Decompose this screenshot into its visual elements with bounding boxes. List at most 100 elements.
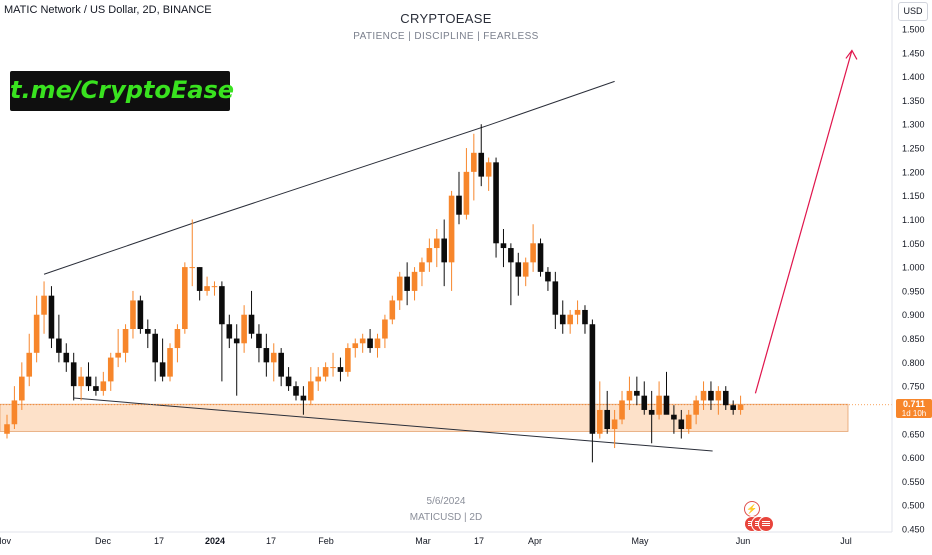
candle-body xyxy=(330,367,336,369)
candle-body xyxy=(574,309,581,315)
projection-arrowhead xyxy=(845,49,858,60)
us-flag-icon[interactable] xyxy=(758,516,774,532)
candle-body xyxy=(315,376,322,382)
price-tick-label: 1.200 xyxy=(902,167,925,177)
currency-button[interactable]: USD xyxy=(898,2,928,21)
candle-body xyxy=(478,152,485,177)
candle-body xyxy=(485,162,492,177)
time-tick-label: Jul xyxy=(840,536,852,546)
candle-body xyxy=(159,362,166,377)
candle-body xyxy=(552,281,559,315)
last-price-value: 0.711 xyxy=(902,399,926,409)
candle-body xyxy=(211,286,218,288)
candle-body xyxy=(63,352,70,363)
candle-body xyxy=(456,195,462,215)
price-axis-layer: 1.500 1.450 1.400 1.350 1.300 1.250 1.200 1.150… xyxy=(891,0,925,535)
price-tick-label: 0.750 xyxy=(902,382,925,392)
candle-body xyxy=(367,338,373,349)
candle-body xyxy=(285,376,292,387)
candle-body xyxy=(270,352,277,363)
flash-icon[interactable] xyxy=(744,501,760,517)
candle-body xyxy=(226,324,233,339)
price-tick-label: 0.950 xyxy=(902,286,925,296)
candle-body xyxy=(656,395,662,415)
candle-body xyxy=(56,338,62,353)
candle-body xyxy=(582,309,588,325)
candle-body xyxy=(204,286,210,291)
price-tick-label: 1.050 xyxy=(902,239,925,249)
price-tick-label: 1.500 xyxy=(902,25,925,35)
candle-body xyxy=(715,390,722,401)
candle-body xyxy=(167,348,173,377)
price-tick-label: 1.250 xyxy=(902,144,925,154)
candle-body xyxy=(70,362,77,387)
candle-body xyxy=(93,386,99,391)
candle-body xyxy=(11,400,18,425)
candle-body xyxy=(678,419,685,430)
candle-body xyxy=(182,267,188,330)
candle-body xyxy=(19,376,25,401)
candle-body xyxy=(626,390,633,401)
candle-body xyxy=(33,314,40,353)
promo-text: t.me/CryptoEase xyxy=(10,76,235,104)
time-tick-label: Jun xyxy=(736,536,751,546)
time-tick-label: Feb xyxy=(318,536,334,546)
chart-title: CRYPTOEASE xyxy=(400,11,492,26)
candle-body xyxy=(404,276,410,291)
candle-body xyxy=(671,414,677,420)
candle-body xyxy=(308,381,314,401)
candle-body xyxy=(345,348,351,372)
price-tick-label: 1.150 xyxy=(902,191,925,201)
price-tick-label: 0.450 xyxy=(902,525,925,535)
candle-body xyxy=(256,333,262,349)
candle-body xyxy=(589,324,596,434)
projection-arrow xyxy=(754,50,853,394)
candle-body xyxy=(144,329,151,334)
candle-body xyxy=(522,262,529,277)
watermark-date: 5/6/2024 xyxy=(426,496,466,507)
candle-body xyxy=(737,404,744,410)
candle-body xyxy=(567,314,573,325)
candle-body xyxy=(448,195,455,263)
price-tick-label: 0.600 xyxy=(902,453,925,463)
candle-body xyxy=(634,390,640,396)
candle-body xyxy=(115,352,121,358)
candle-body xyxy=(337,367,344,372)
candle-body xyxy=(441,238,447,263)
candle-body xyxy=(152,333,158,363)
candle-body xyxy=(708,390,714,401)
candle-body xyxy=(663,395,670,415)
candle-body xyxy=(693,400,699,415)
candle-body xyxy=(433,238,440,249)
candle-body xyxy=(263,348,270,363)
candle-body xyxy=(619,400,625,420)
price-tick-label: 1.100 xyxy=(902,215,925,225)
candle-body xyxy=(700,390,707,401)
time-tick-label: 2024 xyxy=(205,536,225,546)
candle-body xyxy=(604,409,611,430)
candle-body xyxy=(196,267,203,291)
wedge-upper-line xyxy=(43,80,615,275)
time-tick-label: Apr xyxy=(528,536,542,546)
symbol-title: MATIC Network / US Dollar, 2D, BINANCE xyxy=(4,4,212,16)
candle-body xyxy=(396,276,403,301)
price-tick-label: 0.650 xyxy=(902,429,925,439)
price-tick-label: 1.000 xyxy=(902,263,925,273)
candle-body xyxy=(41,295,47,315)
candle-body xyxy=(508,248,514,263)
candle-body xyxy=(107,357,114,382)
candle-body xyxy=(500,243,507,249)
bar-countdown: 1d 10h xyxy=(901,409,927,418)
price-tick-label: 0.800 xyxy=(902,358,925,368)
chart-subtitle: PATIENCE | DISCIPLINE | FEARLESS xyxy=(353,31,539,42)
candle-body xyxy=(493,162,499,244)
time-tick-label: 17 xyxy=(154,536,164,546)
candle-body xyxy=(537,243,544,272)
price-tick-label: 1.300 xyxy=(902,120,925,130)
candles-layer xyxy=(4,124,744,463)
price-tick-label: 0.550 xyxy=(902,477,925,487)
telegram-promo-banner[interactable]: t.me/CryptoEase xyxy=(10,71,235,111)
candle-body xyxy=(419,262,425,272)
candle-body xyxy=(233,338,240,344)
